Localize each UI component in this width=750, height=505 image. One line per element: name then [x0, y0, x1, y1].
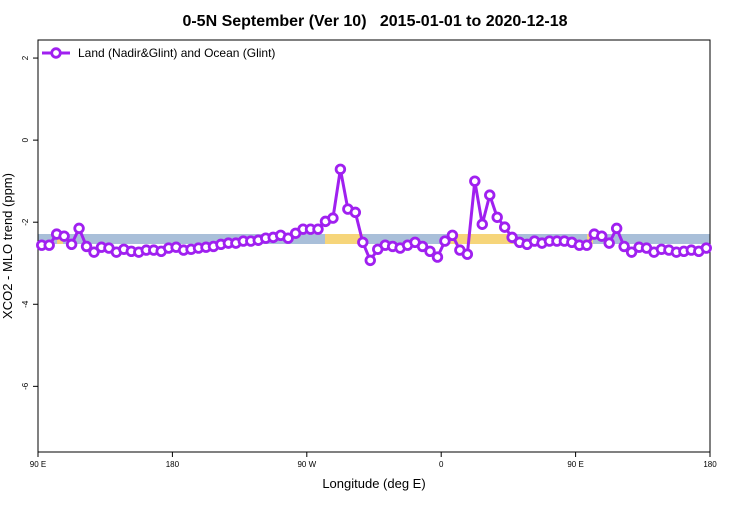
- data-point: [498, 221, 511, 233]
- data-point: [506, 231, 518, 244]
- data-point: [625, 246, 638, 258]
- data-point: [461, 248, 474, 260]
- data-point: [349, 206, 362, 219]
- x-tick-label: 0: [439, 460, 444, 469]
- data-point: [431, 251, 444, 263]
- data-point: [491, 211, 503, 223]
- data-point: [610, 222, 623, 235]
- data-point: [327, 212, 339, 224]
- data-point: [43, 239, 55, 251]
- y-tick-label: -6: [21, 382, 30, 390]
- land-band: [325, 234, 363, 244]
- legend-label: Land (Nadir&Glint) and Ocean (Glint): [78, 46, 275, 60]
- x-tick-label: 90 E: [30, 460, 46, 469]
- x-axis-label: Longitude (deg E): [322, 476, 425, 491]
- legend-marker: [50, 47, 62, 59]
- data-point: [596, 230, 608, 242]
- data-point: [80, 240, 93, 253]
- data-point: [439, 235, 451, 247]
- data-point: [282, 232, 294, 244]
- data-point: [334, 163, 347, 175]
- x-tick-label: 90 W: [297, 460, 316, 469]
- legend: Land (Nadir&Glint) and Ocean (Glint): [42, 46, 275, 60]
- x-tick-label: 180: [166, 460, 180, 469]
- data-point: [88, 246, 100, 258]
- data-point: [469, 175, 481, 187]
- data-point: [58, 230, 70, 242]
- data-point: [357, 236, 369, 249]
- data-point: [581, 239, 593, 251]
- y-axis-label: XCO2 - MLO trend (ppm): [0, 173, 15, 319]
- data-point: [424, 245, 436, 258]
- data-point: [65, 238, 78, 251]
- data-point: [312, 223, 324, 235]
- data-point: [603, 237, 615, 249]
- data-point: [416, 240, 429, 253]
- data-point: [364, 254, 376, 267]
- ocean-band: [38, 234, 710, 244]
- y-tick-label: -2: [21, 218, 30, 226]
- data-point: [484, 189, 496, 201]
- data-point: [476, 218, 488, 230]
- chart-title: 0-5N September (Ver 10) 2015-01-01 to 20…: [182, 13, 567, 30]
- data-point: [700, 242, 712, 254]
- y-tick-label: 0: [21, 137, 30, 142]
- data-point: [73, 222, 85, 235]
- y-tick-label: 2: [21, 55, 30, 60]
- data-point: [446, 229, 459, 242]
- land-band: [450, 234, 513, 244]
- x-tick-label: 180: [703, 460, 717, 469]
- y-tick-label: -4: [21, 300, 30, 308]
- data-point: [618, 240, 630, 253]
- x-tick-label: 90 E: [567, 460, 583, 469]
